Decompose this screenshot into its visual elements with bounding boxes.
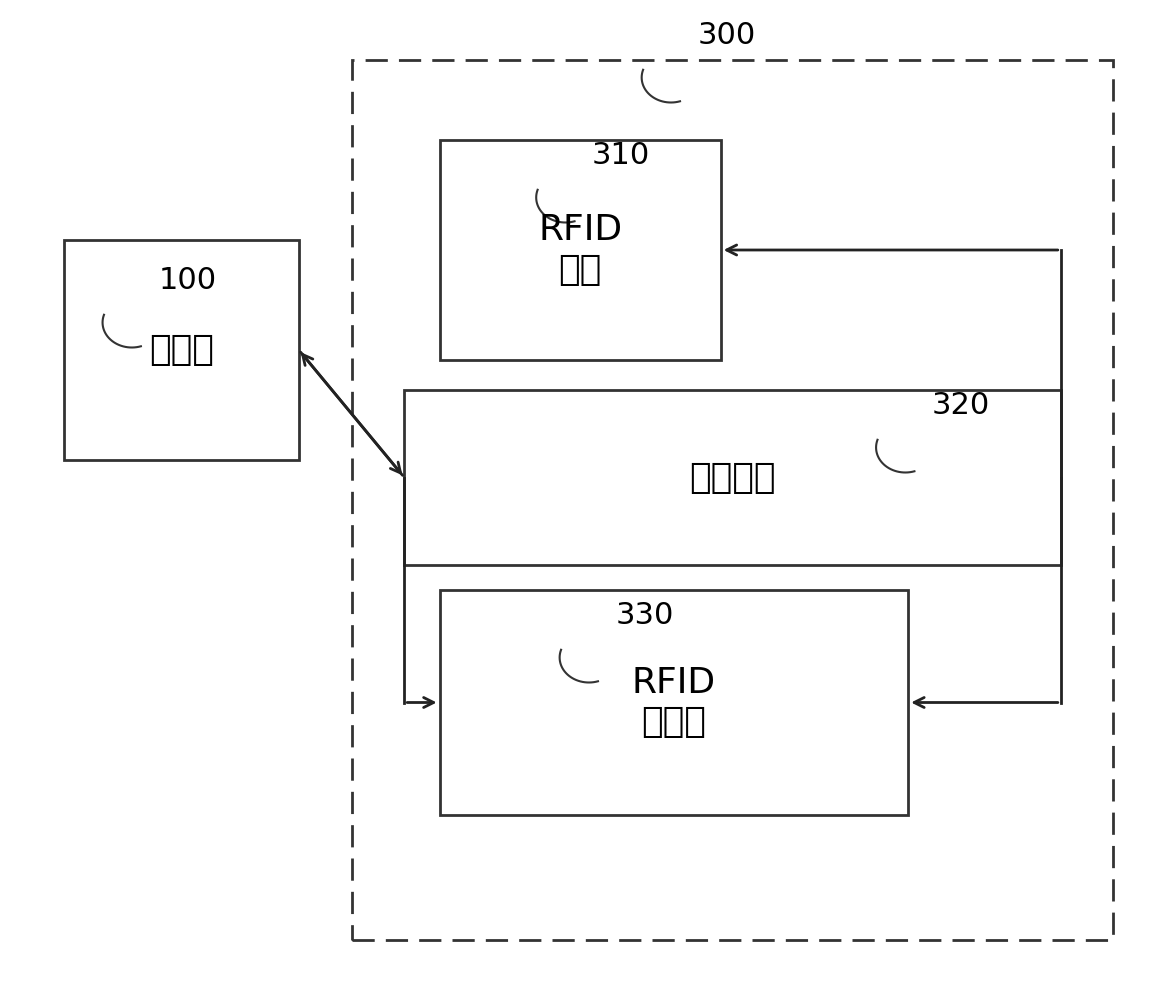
Text: 控制器: 控制器 xyxy=(149,333,214,367)
FancyBboxPatch shape xyxy=(440,140,721,360)
FancyBboxPatch shape xyxy=(64,240,299,460)
Text: 转向机构: 转向机构 xyxy=(689,460,776,494)
Text: RFID
读写器: RFID 读写器 xyxy=(632,666,716,739)
Text: RFID
天线: RFID 天线 xyxy=(538,213,622,287)
FancyBboxPatch shape xyxy=(404,390,1061,565)
Text: 100: 100 xyxy=(158,266,217,295)
Text: 300: 300 xyxy=(697,21,756,50)
Text: 320: 320 xyxy=(932,391,990,420)
Text: 310: 310 xyxy=(592,141,650,170)
FancyBboxPatch shape xyxy=(440,590,908,815)
Text: 330: 330 xyxy=(615,601,674,630)
